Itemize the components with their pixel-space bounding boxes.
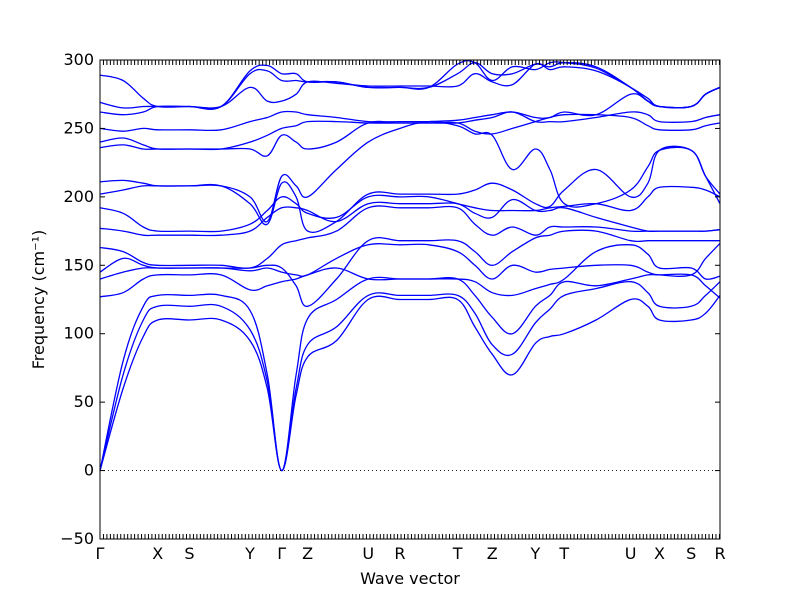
- x-tick-label-15: S: [686, 544, 696, 563]
- x-tick-label-12: T: [558, 544, 569, 563]
- y-axis-label: Frequency (cm⁻¹): [29, 230, 48, 369]
- y-tick-label: 50: [74, 392, 94, 411]
- y-tick-label: 300: [63, 50, 94, 69]
- x-tick-label-2: X: [152, 544, 163, 563]
- band-line-9: [99, 185, 721, 233]
- x-tick-label-1: Γ: [96, 544, 105, 563]
- x-tick-label-5: Γ: [277, 544, 286, 563]
- x-tick-label-14: X: [654, 544, 665, 563]
- band-line-14: [99, 86, 721, 132]
- band-line-6: [99, 229, 720, 307]
- y-tick-label: 200: [63, 187, 94, 206]
- y-axis-ticks: −50 0 50 100 150 200 250 300: [60, 50, 720, 548]
- y-tick-label: 150: [63, 255, 94, 274]
- x-tick-label-8: R: [394, 544, 405, 563]
- y-tick-label: 250: [63, 118, 94, 137]
- x-tick-label-10: Z: [487, 544, 498, 563]
- band-line-7: [99, 205, 721, 269]
- x-tick-label-11: Y: [530, 544, 541, 563]
- y-tick-label: 100: [63, 324, 94, 343]
- x-tick-label-4: Y: [244, 544, 255, 563]
- x-tick-label-16: R: [714, 544, 725, 563]
- band-lines: [99, 60, 721, 472]
- x-tick-label-9: T: [452, 544, 463, 563]
- band-line-17: [99, 60, 721, 110]
- x-tick-label-13: U: [625, 544, 637, 563]
- band-line-3: [99, 273, 721, 472]
- band-line-11: [99, 120, 721, 223]
- band-line-13: [99, 111, 721, 151]
- x-axis-label: Wave vector: [360, 569, 460, 588]
- plot-frame: [99, 59, 721, 540]
- x-tick-label-6: Z: [302, 544, 313, 563]
- band-line-5: [99, 242, 721, 280]
- band-line-8: [99, 198, 721, 237]
- x-tick-label-3: S: [184, 544, 194, 563]
- y-tick-label: −50: [60, 529, 94, 548]
- y-tick-label: 0: [84, 461, 94, 480]
- band-line-2: [99, 281, 721, 472]
- band-line-1: [99, 294, 721, 472]
- band-line-4: [99, 244, 721, 298]
- x-tick-label-7: U: [362, 544, 374, 563]
- band-line-12: [99, 113, 721, 157]
- band-line-10: [99, 145, 721, 234]
